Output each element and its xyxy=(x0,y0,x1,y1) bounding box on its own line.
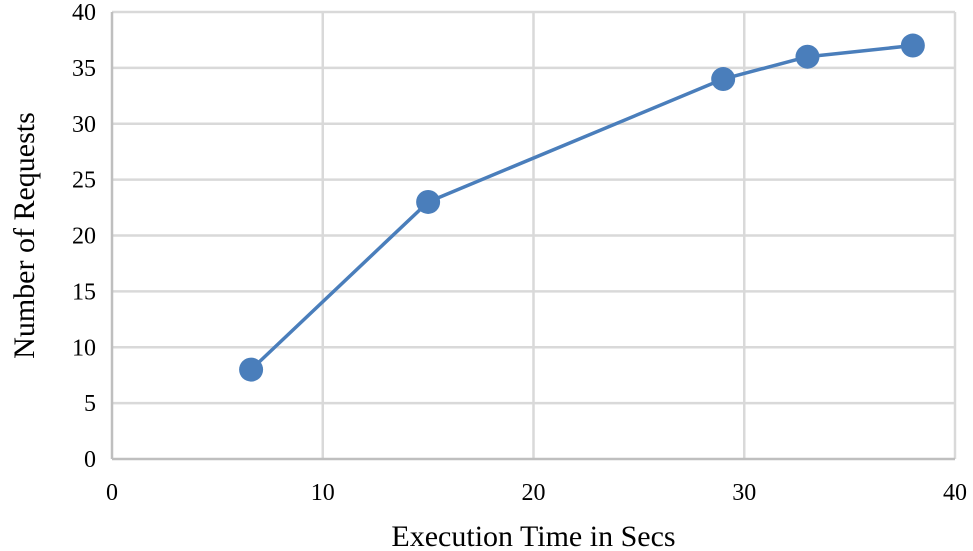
axes xyxy=(110,12,955,461)
data-point xyxy=(711,67,736,92)
data-point xyxy=(239,357,264,382)
y-tick-label: 20 xyxy=(72,224,96,250)
y-tick-label: 35 xyxy=(72,56,96,82)
y-tick-label: 25 xyxy=(72,168,96,194)
data-point xyxy=(900,33,925,58)
x-tick-label: 10 xyxy=(311,480,335,506)
y-tick-label: 15 xyxy=(72,279,96,305)
data-point xyxy=(795,44,820,69)
x-tick-label: 0 xyxy=(106,480,118,506)
y-tick-label: 40 xyxy=(72,0,96,26)
x-tick-labels: 0 10 20 30 40 xyxy=(106,480,967,506)
y-tick-label: 30 xyxy=(72,112,96,138)
x-tick-label: 30 xyxy=(732,480,756,506)
y-tick-label: 0 xyxy=(84,447,96,473)
y-tick-label: 10 xyxy=(72,335,96,361)
x-tick-label: 20 xyxy=(522,480,546,506)
y-tick-labels: 0 5 10 15 20 25 30 35 40 xyxy=(72,0,96,473)
grid xyxy=(112,10,957,459)
series-line xyxy=(249,43,914,371)
y-tick-label: 5 xyxy=(84,391,96,417)
y-axis-title: Number of Requests xyxy=(8,112,41,359)
data-series xyxy=(239,33,925,382)
x-axis-title: Execution Time in Secs xyxy=(391,520,675,551)
data-point xyxy=(416,189,441,214)
x-tick-label: 40 xyxy=(943,480,967,506)
